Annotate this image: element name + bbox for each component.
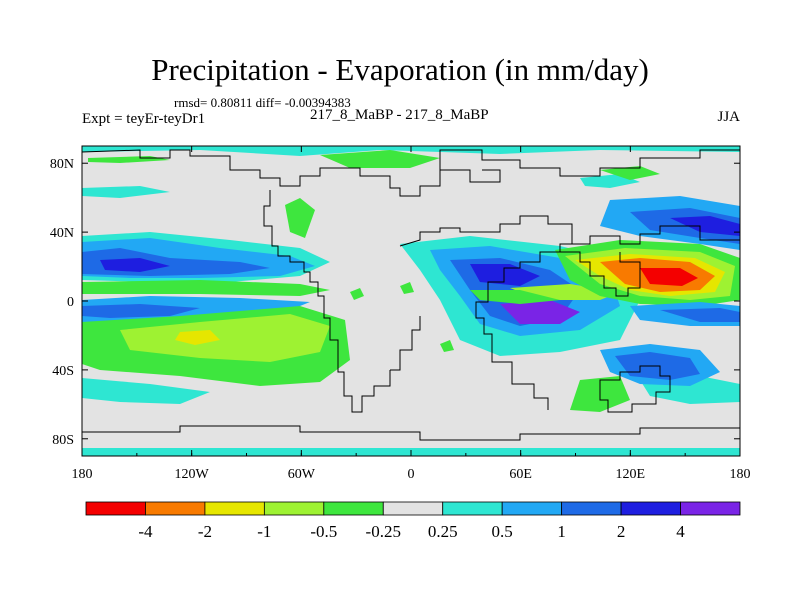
field-atl-speck [350,288,364,300]
colorbar-swatch [145,501,206,516]
field-io-dry-band2 [470,290,560,304]
field-eur-green [285,198,315,238]
coastline-antarctica [82,425,740,441]
colorbar-swatch [382,501,444,516]
coastline-india-se-asia [560,251,641,297]
chart-title: Precipitation - Evaporation (in mm/day) [151,52,649,87]
colorbar: -4 -2 -1 -0.5 -0.25 0.25 0.5 1 2 4 [85,501,741,541]
x-tick-label: 120W [175,467,210,482]
colorbar-label: -0.25 [366,522,401,541]
field-eq-dry-band [82,280,330,296]
colorbar-swatch [620,501,681,516]
y-tick-label: 80N [50,157,74,172]
y-axis: 80N 40N 0 40S 80S [50,157,740,448]
field-layer [82,146,740,456]
field-atl-speck3 [440,340,454,352]
field-io-wet-deep [470,264,540,286]
coastline-australia [599,365,671,413]
field-sh-wet-band-core [82,304,200,318]
colorbar-swatch [442,501,503,516]
coastline-africa-europe [399,215,573,410]
colorbar-swatch [85,501,146,516]
x-axis: 180 120W 60W 0 60E 120E 180 [72,146,751,482]
colorbar-label: -2 [198,522,212,541]
coastline-layer [82,149,740,441]
coastline-s-america-east [390,316,421,371]
colorbar-swatch [204,501,265,516]
coastline-n-america-west [263,190,391,413]
y-tick-label: 0 [67,295,74,310]
stats-text: rmsd= 0.80811 diff= -0.00394383 [174,95,351,110]
colorbar-swatch [680,501,741,516]
field-np-wet-deep [670,216,740,236]
coastline-n-america [82,149,740,197]
colorbar-swatch [263,501,325,516]
colorbar-label: -0.5 [310,522,337,541]
colorbar-swatch [501,501,563,516]
experiment-label: Expt = teyEr-teyDr1 [82,111,206,127]
x-tick-label: 60W [288,467,316,482]
colorbar-label: 2 [617,522,626,541]
colorbar-swatch [561,501,622,516]
x-tick-label: 0 [408,467,415,482]
season-label: JJA [717,109,740,125]
field-southern-ocean-wet [82,378,210,404]
y-tick-label: 40N [50,226,74,241]
field-arctic-right-green [600,166,660,180]
field-nh-wet-band-deep [100,258,170,272]
field-siberia-dry [320,150,440,168]
colorbar-label: -1 [257,522,271,541]
y-tick-label: 80S [52,433,74,448]
field-ep-wet-core [660,308,740,322]
colorbar-swatch [323,501,384,516]
field-io-wet-purple [500,300,580,324]
colorbar-label: -4 [138,522,153,541]
coastline-greenland [439,150,501,183]
y-tick-label: 40S [52,364,74,379]
field-n-pacific-wet [82,186,170,198]
x-tick-label: 180 [730,467,751,482]
chart-subtitle: 217_8_MaBP - 217_8_MaBP [310,107,489,123]
x-tick-label: 180 [72,467,93,482]
field-south-dry-core [175,330,220,345]
field-atl-speck2 [400,282,414,294]
field-wp-dry-red [640,268,698,286]
colorbar-label: 0.5 [492,522,513,541]
colorbar-label: 0.25 [428,522,458,541]
colorbar-label: 4 [676,522,685,541]
field-south-dry-inner [120,314,330,362]
colorbar-label: 1 [557,522,566,541]
x-tick-label: 60E [509,467,532,482]
coastline-asia [572,225,740,245]
x-tick-label: 120E [616,467,646,482]
